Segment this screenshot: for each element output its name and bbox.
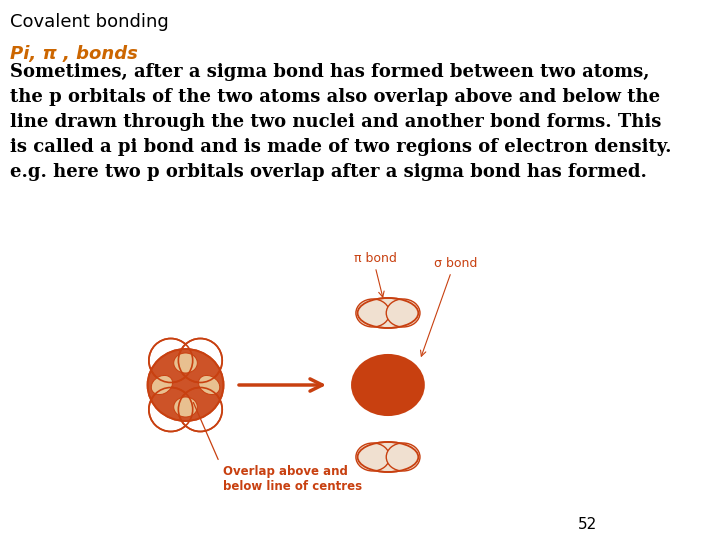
Text: line drawn through the two nuclei and another bond forms. This: line drawn through the two nuclei and an… — [10, 113, 662, 131]
Ellipse shape — [149, 388, 193, 431]
Text: σ bond: σ bond — [433, 257, 477, 270]
Ellipse shape — [174, 353, 197, 373]
Ellipse shape — [179, 339, 222, 382]
Ellipse shape — [199, 375, 220, 395]
Ellipse shape — [352, 355, 424, 415]
Ellipse shape — [386, 443, 420, 471]
Text: e.g. here two p orbitals overlap after a sigma bond has formed.: e.g. here two p orbitals overlap after a… — [10, 163, 647, 181]
Ellipse shape — [179, 388, 222, 431]
Ellipse shape — [149, 339, 193, 382]
Ellipse shape — [356, 443, 390, 471]
Text: Overlap above and
below line of centres: Overlap above and below line of centres — [223, 465, 363, 493]
Ellipse shape — [148, 349, 223, 421]
Text: the p orbitals of the two atoms also overlap above and below the: the p orbitals of the two atoms also ove… — [10, 88, 660, 106]
Text: π bond: π bond — [354, 252, 397, 265]
Text: Sometimes, after a sigma bond has formed between two atoms,: Sometimes, after a sigma bond has formed… — [10, 63, 649, 81]
Ellipse shape — [386, 299, 420, 327]
Text: Pi, π , bonds: Pi, π , bonds — [10, 45, 138, 63]
Ellipse shape — [358, 298, 418, 328]
Ellipse shape — [356, 299, 390, 327]
Ellipse shape — [358, 442, 418, 472]
Ellipse shape — [151, 375, 173, 395]
Text: Covalent bonding: Covalent bonding — [10, 13, 169, 31]
Text: 52: 52 — [578, 517, 597, 532]
Text: is called a pi bond and is made of two regions of electron density.: is called a pi bond and is made of two r… — [10, 138, 672, 156]
Ellipse shape — [174, 397, 197, 417]
